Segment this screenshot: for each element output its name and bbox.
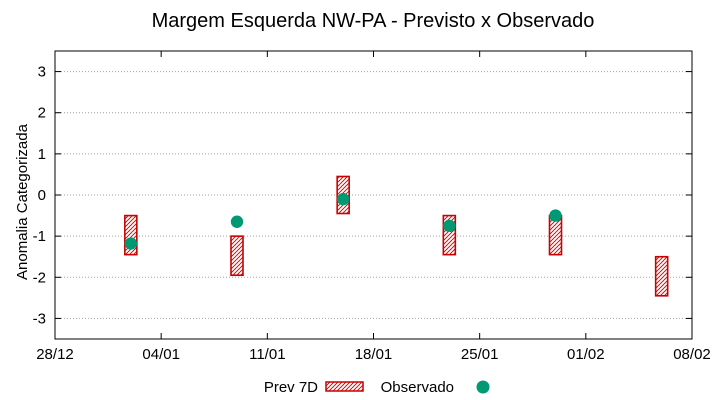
forecast-range-bar: [230, 235, 244, 277]
observed-point: [443, 219, 456, 233]
x-axis-ticks: 28/12 04/01 11/01 18/01 25/01 01/02 08/02: [36, 51, 711, 363]
legend-marker-observado: [476, 380, 490, 394]
y-tick-label: 2: [38, 105, 46, 122]
chart-title: Margem Esquerda NW-PA - Previsto x Obser…: [152, 10, 595, 32]
legend-label-prev-7d: Prev 7D: [264, 379, 318, 396]
observed-point: [336, 192, 350, 206]
y-tick-label: -2: [33, 269, 46, 286]
y-tick-label: -3: [33, 310, 46, 327]
legend-swatch-prev-7d: [325, 381, 364, 392]
legend-label-observado: Observado: [381, 379, 454, 396]
x-tick-label: 28/12: [36, 346, 74, 363]
y-axis-ticks: 3 2 1 0 -1 -2 -3: [33, 64, 692, 327]
observed-point: [549, 209, 562, 222]
y-tick-label: 0: [38, 187, 46, 204]
grid-lines: [55, 71, 692, 319]
x-tick-label: 04/01: [142, 346, 180, 363]
x-tick-label: 25/01: [461, 346, 499, 363]
x-tick-label: 01/02: [567, 346, 605, 363]
legend: Prev 7D Observado: [264, 379, 490, 396]
observed-point: [230, 215, 244, 228]
y-tick-label: 3: [38, 64, 46, 81]
y-axis-label: Anomalia Categorizada: [14, 123, 31, 280]
forecast-range-bar: [654, 255, 669, 297]
observed-points: [124, 192, 562, 250]
x-tick-label: 11/01: [249, 346, 285, 363]
y-tick-label: 1: [38, 146, 46, 163]
x-tick-label: 18/01: [355, 346, 393, 363]
observed-point: [124, 237, 138, 250]
y-tick-label: -1: [33, 228, 46, 245]
forecast-ranges: [124, 175, 669, 297]
x-tick-label: 08/02: [673, 346, 711, 363]
